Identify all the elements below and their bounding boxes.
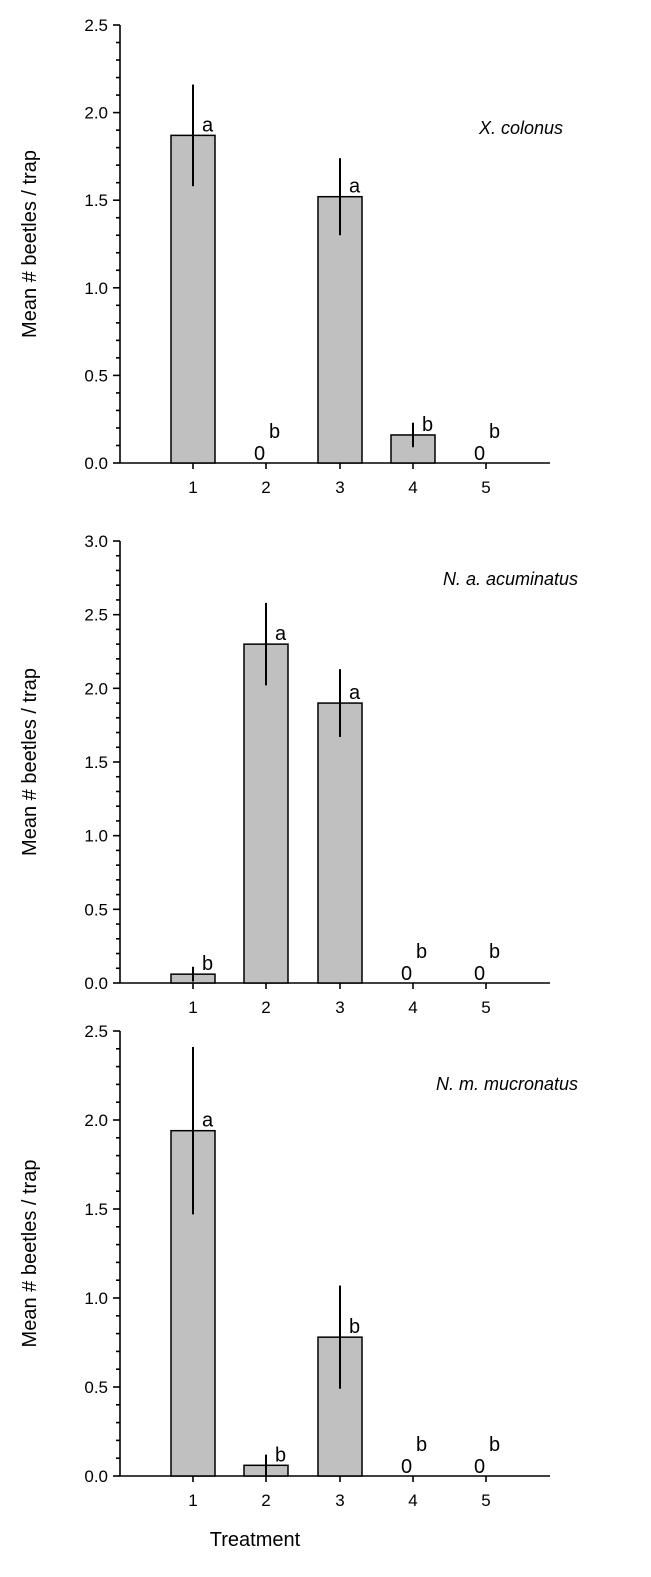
y-tick-label: 0.0 bbox=[84, 1467, 108, 1486]
species-label: N. a. acuminatus bbox=[443, 569, 578, 589]
significance-letter: b bbox=[269, 421, 280, 443]
significance-letter: b bbox=[422, 414, 433, 436]
bar bbox=[243, 643, 289, 984]
x-tick-label: 2 bbox=[261, 478, 270, 497]
y-tick-label: 2.0 bbox=[84, 679, 108, 698]
chart-panel-1: 0.0 0.5 1.0 1.5 2.0 2.5 Mean # beetles / trap 1… bbox=[19, 16, 563, 497]
significance-letter: a bbox=[275, 623, 287, 645]
x-tick-label: 1 bbox=[188, 478, 197, 497]
y-tick-label: 2.5 bbox=[84, 606, 108, 625]
chart-panels: 0.0 0.5 1.0 1.5 2.0 2.5 Mean # beetles / trap 1… bbox=[19, 16, 578, 1551]
y-tick-label: 1.5 bbox=[84, 1200, 108, 1219]
species-label: X. colonus bbox=[478, 118, 563, 138]
y-axis-label: Mean # beetles / trap bbox=[19, 668, 41, 856]
significance-letter: b bbox=[275, 1444, 286, 1466]
significance-letter: b bbox=[489, 1434, 500, 1456]
significance-letter: a bbox=[349, 682, 361, 704]
x-tick-label: 5 bbox=[481, 478, 490, 497]
x-tick-label: 5 bbox=[481, 1491, 490, 1510]
y-tick-label: 0.0 bbox=[84, 454, 108, 473]
x-tick-label: 3 bbox=[335, 1491, 344, 1510]
significance-letter: b bbox=[489, 421, 500, 443]
zero-value-label: 0 bbox=[401, 1456, 412, 1478]
significance-letter: a bbox=[202, 114, 214, 136]
zero-value-label: 0 bbox=[254, 443, 265, 465]
y-tick-label: 0.5 bbox=[84, 900, 108, 919]
y-tick-label: 0.0 bbox=[84, 974, 108, 993]
chart-panel-3: 0.0 0.5 1.0 1.5 2.0 2.5 Mean # beetles / trap 1… bbox=[19, 1022, 578, 1551]
x-tick-label: 2 bbox=[261, 1491, 270, 1510]
x-tick-label: 2 bbox=[261, 998, 270, 1017]
bar bbox=[317, 195, 363, 464]
zero-value-label: 0 bbox=[474, 443, 485, 465]
y-tick-label: 2.5 bbox=[84, 16, 108, 35]
x-tick-label: 4 bbox=[408, 478, 417, 497]
x-tick-label: 3 bbox=[335, 478, 344, 497]
y-axis-label: Mean # beetles / trap bbox=[19, 1160, 41, 1348]
zero-value-label: 0 bbox=[474, 1456, 485, 1478]
y-tick-label: 2.0 bbox=[84, 104, 108, 123]
significance-letter: a bbox=[349, 176, 361, 198]
y-tick-label: 1.0 bbox=[84, 279, 108, 298]
significance-letter: b bbox=[202, 953, 213, 975]
x-tick-label: 4 bbox=[408, 998, 417, 1017]
significance-letter: b bbox=[349, 1316, 360, 1338]
bar bbox=[317, 702, 363, 984]
y-tick-label: 0.5 bbox=[84, 1378, 108, 1397]
significance-letter: b bbox=[416, 941, 427, 963]
y-tick-label: 1.0 bbox=[84, 827, 108, 846]
x-tick-label: 5 bbox=[481, 998, 490, 1017]
y-tick-label: 3.0 bbox=[84, 532, 108, 551]
species-label: N. m. mucronatus bbox=[436, 1074, 578, 1094]
y-tick-label: 1.5 bbox=[84, 191, 108, 210]
zero-value-label: 0 bbox=[401, 963, 412, 985]
bar bbox=[170, 134, 216, 464]
x-tick-label: 1 bbox=[188, 998, 197, 1017]
chart-panel-2: 0.0 0.5 1.0 1.5 2.0 2.5 3.0 Mean # beetles / tr… bbox=[19, 532, 578, 1017]
zero-value-label: 0 bbox=[474, 963, 485, 985]
significance-letter: a bbox=[202, 1110, 214, 1132]
x-tick-label: 3 bbox=[335, 998, 344, 1017]
y-tick-label: 1.5 bbox=[84, 753, 108, 772]
y-axis-label: Mean # beetles / trap bbox=[19, 150, 41, 338]
y-tick-label: 1.0 bbox=[84, 1289, 108, 1308]
y-tick-label: 2.5 bbox=[84, 1022, 108, 1041]
x-tick-label: 4 bbox=[408, 1491, 417, 1510]
significance-letter: b bbox=[416, 1434, 427, 1456]
x-axis-label: Treatment bbox=[210, 1529, 301, 1551]
significance-letter: b bbox=[489, 941, 500, 963]
x-tick-label: 1 bbox=[188, 1491, 197, 1510]
y-tick-label: 0.5 bbox=[84, 366, 108, 385]
y-tick-label: 2.0 bbox=[84, 1111, 108, 1130]
